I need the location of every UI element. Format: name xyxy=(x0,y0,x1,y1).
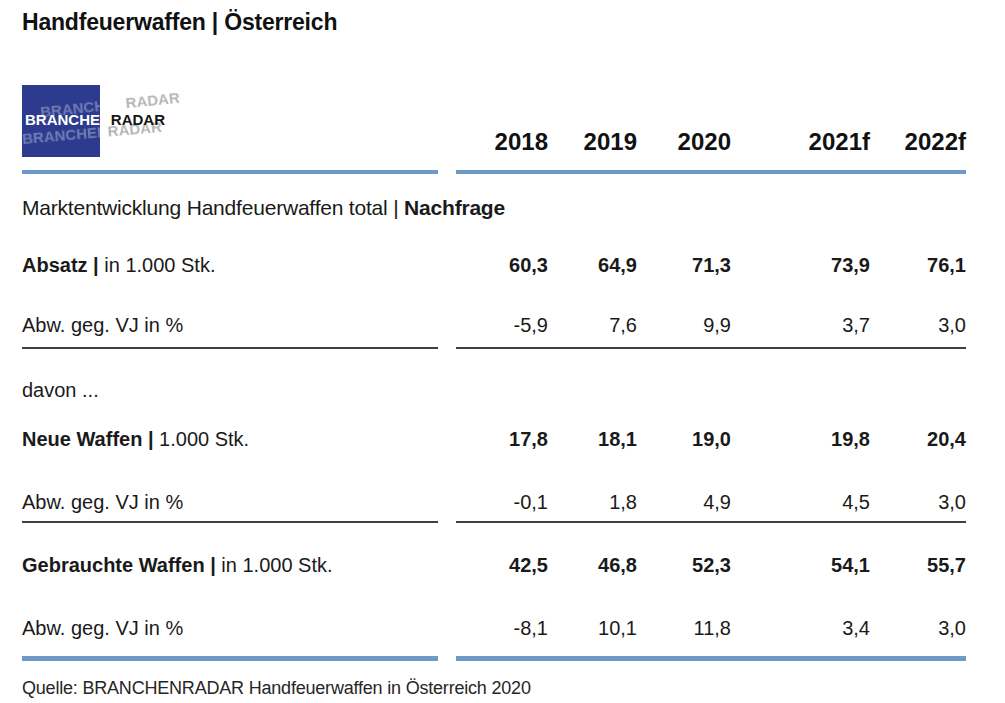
value-cell: 17,8 xyxy=(456,427,548,451)
divider-segment xyxy=(456,170,966,174)
year-column-header: 2018 xyxy=(456,128,548,156)
row-label-unit: in 1.000 Stk. xyxy=(104,254,215,276)
table-bottom-line xyxy=(22,656,966,661)
value-cell: 60,3 xyxy=(456,253,548,277)
table-header-row: BRANCHENRADAR BRANCHENRADAR BRANCHENRADA… xyxy=(22,85,966,157)
value-cell: 4,9 xyxy=(637,490,731,514)
value-cell: 42,5 xyxy=(456,553,548,577)
divider-segment xyxy=(456,521,966,523)
logo-cell: BRANCHENRADAR BRANCHENRADAR BRANCHENRADA… xyxy=(22,85,456,157)
row-label: Abw. geg. VJ in % xyxy=(22,490,456,514)
value-cell: 46,8 xyxy=(548,553,637,577)
row-label-unit: 1.000 Stk. xyxy=(159,428,249,450)
logo-radar-text: RADAR xyxy=(111,111,165,128)
value-cell: 55,7 xyxy=(870,553,966,577)
section-title-regular: Marktentwicklung Handfeuerwaffen total | xyxy=(22,196,404,219)
table-row: Abw. geg. VJ in % -8,1 10,1 11,8 3,4 3,0 xyxy=(22,616,966,640)
value-cell: 11,8 xyxy=(637,616,731,640)
logo-branchen-text: BRANCHEN xyxy=(25,111,111,128)
value-cell: 3,7 xyxy=(731,313,870,337)
value-cell: -5,9 xyxy=(456,313,548,337)
davon-label: davon ... xyxy=(22,378,966,402)
divider-segment xyxy=(22,347,438,349)
row-label-unit: Abw. geg. VJ in % xyxy=(22,617,183,639)
value-cell: 19,0 xyxy=(637,427,731,451)
year-column-header: 2020 xyxy=(637,128,731,156)
logo-wordmark: BRANCHENRADAR xyxy=(25,111,165,129)
section-title-bold: Nachfrage xyxy=(404,196,505,219)
logo-ghost-radar: RADAR xyxy=(125,89,181,112)
section-divider-line xyxy=(22,521,966,523)
value-cell: 10,1 xyxy=(548,616,637,640)
row-label-unit: in 1.000 Stk. xyxy=(221,554,332,576)
row-label-bold: Neue Waffen | xyxy=(22,428,159,450)
value-cell: 9,9 xyxy=(637,313,731,337)
value-cell: 52,3 xyxy=(637,553,731,577)
value-cell: 3,0 xyxy=(870,313,966,337)
row-label: Abw. geg. VJ in % xyxy=(22,313,456,337)
row-label-unit: Abw. geg. VJ in % xyxy=(22,491,183,513)
row-label-bold: Gebrauchte Waffen | xyxy=(22,554,221,576)
value-cell: 3,4 xyxy=(731,616,870,640)
divider-segment xyxy=(22,170,438,174)
report-page: Handfeuerwaffen | Österreich BRANCHENRAD… xyxy=(0,0,966,699)
section-title: Marktentwicklung Handfeuerwaffen total |… xyxy=(22,195,966,220)
value-cell: 64,9 xyxy=(548,253,637,277)
year-column-header: 2021f xyxy=(731,128,870,156)
header-divider-line xyxy=(22,170,966,174)
value-cell: 3,0 xyxy=(870,490,966,514)
value-cell: 1,8 xyxy=(548,490,637,514)
table-row: Abw. geg. VJ in % -5,9 7,6 9,9 3,7 3,0 xyxy=(22,313,966,337)
value-cell: 19,8 xyxy=(731,427,870,451)
divider-segment xyxy=(456,656,966,661)
row-label-bold: Absatz | xyxy=(22,254,104,276)
row-label: Abw. geg. VJ in % xyxy=(22,616,456,640)
section-divider-line xyxy=(22,347,966,349)
value-cell: 76,1 xyxy=(870,253,966,277)
value-cell: 7,6 xyxy=(548,313,637,337)
value-cell: -0,1 xyxy=(456,490,548,514)
value-cell: 71,3 xyxy=(637,253,731,277)
value-cell: 73,9 xyxy=(731,253,870,277)
divider-segment xyxy=(456,347,966,349)
row-label: Gebrauchte Waffen | in 1.000 Stk. xyxy=(22,553,456,577)
value-cell: 18,1 xyxy=(548,427,637,451)
year-column-header: 2022f xyxy=(870,128,966,156)
value-cell: 3,0 xyxy=(870,616,966,640)
value-cell: 4,5 xyxy=(731,490,870,514)
branchenradar-logo: BRANCHENRADAR BRANCHENRADAR BRANCHENRADA… xyxy=(22,85,100,157)
table-row: Absatz | in 1.000 Stk. 60,3 64,9 71,3 73… xyxy=(22,253,966,277)
table-row: Abw. geg. VJ in % -0,1 1,8 4,9 4,5 3,0 xyxy=(22,490,966,514)
value-cell: 54,1 xyxy=(731,553,870,577)
value-cell: 20,4 xyxy=(870,427,966,451)
value-cell: -8,1 xyxy=(456,616,548,640)
divider-segment xyxy=(22,521,438,523)
table-row: Gebrauchte Waffen | in 1.000 Stk. 42,5 4… xyxy=(22,553,966,577)
page-title: Handfeuerwaffen | Österreich xyxy=(22,8,966,36)
table-row: Neue Waffen | 1.000 Stk. 17,8 18,1 19,0 … xyxy=(22,427,966,451)
row-label-unit: Abw. geg. VJ in % xyxy=(22,314,183,336)
source-note: Quelle: BRANCHENRADAR Handfeuerwaffen in… xyxy=(22,677,966,699)
row-label: Absatz | in 1.000 Stk. xyxy=(22,253,456,277)
row-label: Neue Waffen | 1.000 Stk. xyxy=(22,427,456,451)
year-column-header: 2019 xyxy=(548,128,637,156)
divider-segment xyxy=(22,656,438,661)
